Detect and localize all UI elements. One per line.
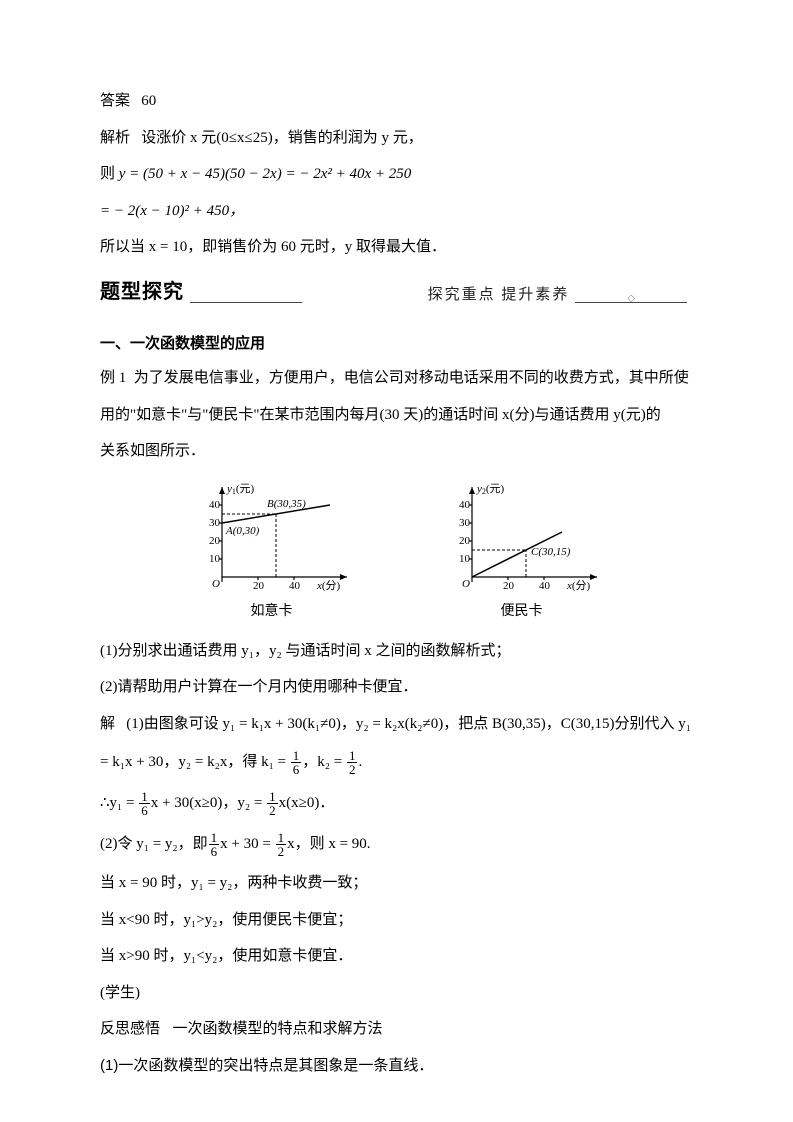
case-2: 当 x<90 时，y₁>y₂，使用便民卡便宜；	[100, 909, 693, 932]
header-decoration: ◇	[627, 291, 635, 306]
ytick-30r: 30	[459, 517, 471, 529]
case-1: 当 x = 90 时，y₁ = y₂，两种卡收费一致；	[100, 872, 693, 895]
example-line-3: 关系如图所示．	[100, 440, 693, 463]
question-1: (1)分别求出通话费用 y₁，y₂ 与通话时间 x 之间的函数解析式；	[100, 640, 693, 663]
sol1b-pre: = k₁x + 30，y₂ = k₂x，得 k₁ =	[100, 754, 290, 770]
reflection-p1: (1)一次函数模型的突出特点是其图象是一条直线．	[100, 1055, 693, 1078]
frac-den4: 2	[267, 804, 278, 817]
solution-1b: = k₁x + 30，y₂ = k₂x，得 k₁ = 16，k₂ = 12.	[100, 749, 693, 776]
xtick-40: 40	[289, 580, 301, 592]
solution-label: 解	[100, 716, 115, 732]
solution-1a-body: (1)由图象可设 y₁ = k₁x + 30(k₁≠0)，y₂ = k₂x(k₂…	[126, 716, 691, 732]
point-b-label: B(30,35)	[267, 498, 306, 510]
subsection-heading: 一、一次函数模型的应用	[100, 333, 693, 356]
frac-den6: 2	[276, 845, 287, 858]
example-label: 例 1	[100, 370, 126, 386]
sol2-pre: (2)令 y₁ = y₂，即	[100, 836, 208, 852]
frac-num2: 1	[347, 749, 358, 763]
answer-line: 答案 60	[100, 90, 693, 113]
reflection-title: 一次函数模型的特点和求解方法	[173, 1020, 383, 1037]
section-subtitle: 探究重点 提升素养	[428, 284, 570, 307]
frac-num4: 1	[267, 790, 278, 804]
conclusion-line: 所以当 x = 10，即销售价为 60 元时，y 取得最大值．	[100, 236, 693, 259]
sol1b-end: .	[358, 754, 362, 770]
explanation-label: 解析	[100, 130, 130, 146]
frac-num: 1	[291, 749, 302, 763]
frac-num6: 1	[276, 831, 287, 845]
origin-label: O	[212, 578, 220, 590]
ytick-40: 40	[209, 499, 221, 511]
xlabel-right: x(分)	[566, 579, 591, 592]
ytick-20r: 20	[459, 535, 471, 547]
origin-label-r: O	[462, 578, 470, 590]
frac-den3: 6	[139, 804, 150, 817]
frac-den5: 6	[209, 845, 220, 858]
sol1b-mid: ，k₂ =	[302, 754, 346, 770]
equation-2: = − 2(x − 10)² + 450，	[100, 200, 693, 223]
frac-1-6: 16	[291, 749, 302, 776]
reflection-line: 反思感悟 一次函数模型的特点和求解方法	[100, 1018, 693, 1041]
frac-1-6c: 16	[209, 831, 220, 858]
question-2: (2)请帮助用户计算在一个月内使用哪种卡便宜．	[100, 676, 693, 699]
equation-1: 则 y = (50 + x − 45)(50 − 2x) = − 2x² + 4…	[100, 163, 693, 186]
sol1c-mid: x + 30(x≥0)，y₂ =	[151, 795, 266, 811]
sol1c-end: x(x≥0)．	[279, 795, 335, 811]
section-header: 题型探究 探究重点 提升素养 ◇	[100, 277, 693, 307]
chart-right-caption: 便民卡	[437, 601, 607, 622]
frac-1-2b: 12	[267, 790, 278, 817]
point-c-label: C(30,15)	[531, 546, 571, 558]
frac-num3: 1	[139, 790, 150, 804]
answer-label: 答案	[100, 93, 130, 109]
explanation-text: 设涨价 x 元(0≤x≤25)，销售的利润为 y 元，	[141, 130, 422, 146]
ytick-30: 30	[209, 517, 221, 529]
frac-den2: 2	[347, 763, 358, 776]
eq1-body: y = (50 + x − 45)(50 − 2x) = − 2x² + 40x…	[119, 166, 412, 182]
ytick-20: 20	[209, 535, 221, 547]
chart-left-svg: 10 20 30 40 20 40 O y1(元) x(分) A(0,30) B…	[187, 477, 357, 597]
example-line-2: 用的"如意卡"与"便民卡"在某市范围内每月(30 天)的通话时间 x(分)与通话…	[100, 404, 693, 427]
sol1c-pre: ∴y₁ =	[100, 795, 138, 811]
explanation-line: 解析 设涨价 x 元(0≤x≤25)，销售的利润为 y 元，	[100, 127, 693, 150]
chart-right-svg: 10 20 30 40 20 40 O y2(元) x(分) C(30,15)	[437, 477, 607, 597]
example-body-a: 为了发展电信事业，方便用户，电信公司对移动电话采用不同的收费方式，其中所使	[134, 370, 689, 386]
ylabel-left: y1(元)	[226, 483, 255, 496]
sol2-mid: x + 30 =	[220, 836, 274, 852]
xtick-20: 20	[253, 580, 265, 592]
ytick-10r: 10	[459, 553, 471, 565]
case-3: 当 x>90 时，y₁<y₂，使用如意卡便宜．	[100, 945, 693, 968]
frac-1-2c: 12	[276, 831, 287, 858]
frac-1-2: 12	[347, 749, 358, 776]
point-a-label: A(0,30)	[225, 525, 260, 537]
sol2-end: x，则 x = 90.	[287, 836, 370, 852]
chart-left-block: 10 20 30 40 20 40 O y1(元) x(分) A(0,30) B…	[187, 477, 357, 622]
answer-value: 60	[141, 93, 156, 109]
frac-den: 6	[291, 763, 302, 776]
example-line-1: 例 1 为了发展电信事业，方便用户，电信公司对移动电话采用不同的收费方式，其中所…	[100, 367, 693, 390]
xlabel-left: x(分)	[316, 579, 341, 592]
student-note: (学生)	[100, 982, 693, 1005]
eq1-prefix: 则	[100, 166, 119, 182]
section-title: 题型探究	[100, 277, 184, 307]
ytick-10: 10	[209, 553, 221, 565]
xtick-40r: 40	[539, 580, 551, 592]
chart-right-block: 10 20 30 40 20 40 O y2(元) x(分) C(30,15) …	[437, 477, 607, 622]
ytick-40r: 40	[459, 499, 471, 511]
solution-1a: 解 (1)由图象可设 y₁ = k₁x + 30(k₁≠0)，y₂ = k₂x(…	[100, 713, 693, 736]
header-line-left	[190, 302, 302, 303]
frac-1-6b: 16	[139, 790, 150, 817]
solution-1c: ∴y₁ = 16x + 30(x≥0)，y₂ = 12x(x≥0)．	[100, 790, 693, 817]
xtick-20r: 20	[503, 580, 515, 592]
chart-left-caption: 如意卡	[187, 601, 357, 622]
reflection-label: 反思感悟	[100, 1020, 160, 1037]
header-line-right: ◇	[575, 302, 687, 303]
charts-row: 10 20 30 40 20 40 O y1(元) x(分) A(0,30) B…	[100, 477, 693, 622]
frac-num5: 1	[209, 831, 220, 845]
ylabel-right: y2(元)	[476, 483, 505, 496]
solution-2: (2)令 y₁ = y₂，即16x + 30 = 12x，则 x = 90.	[100, 831, 693, 858]
